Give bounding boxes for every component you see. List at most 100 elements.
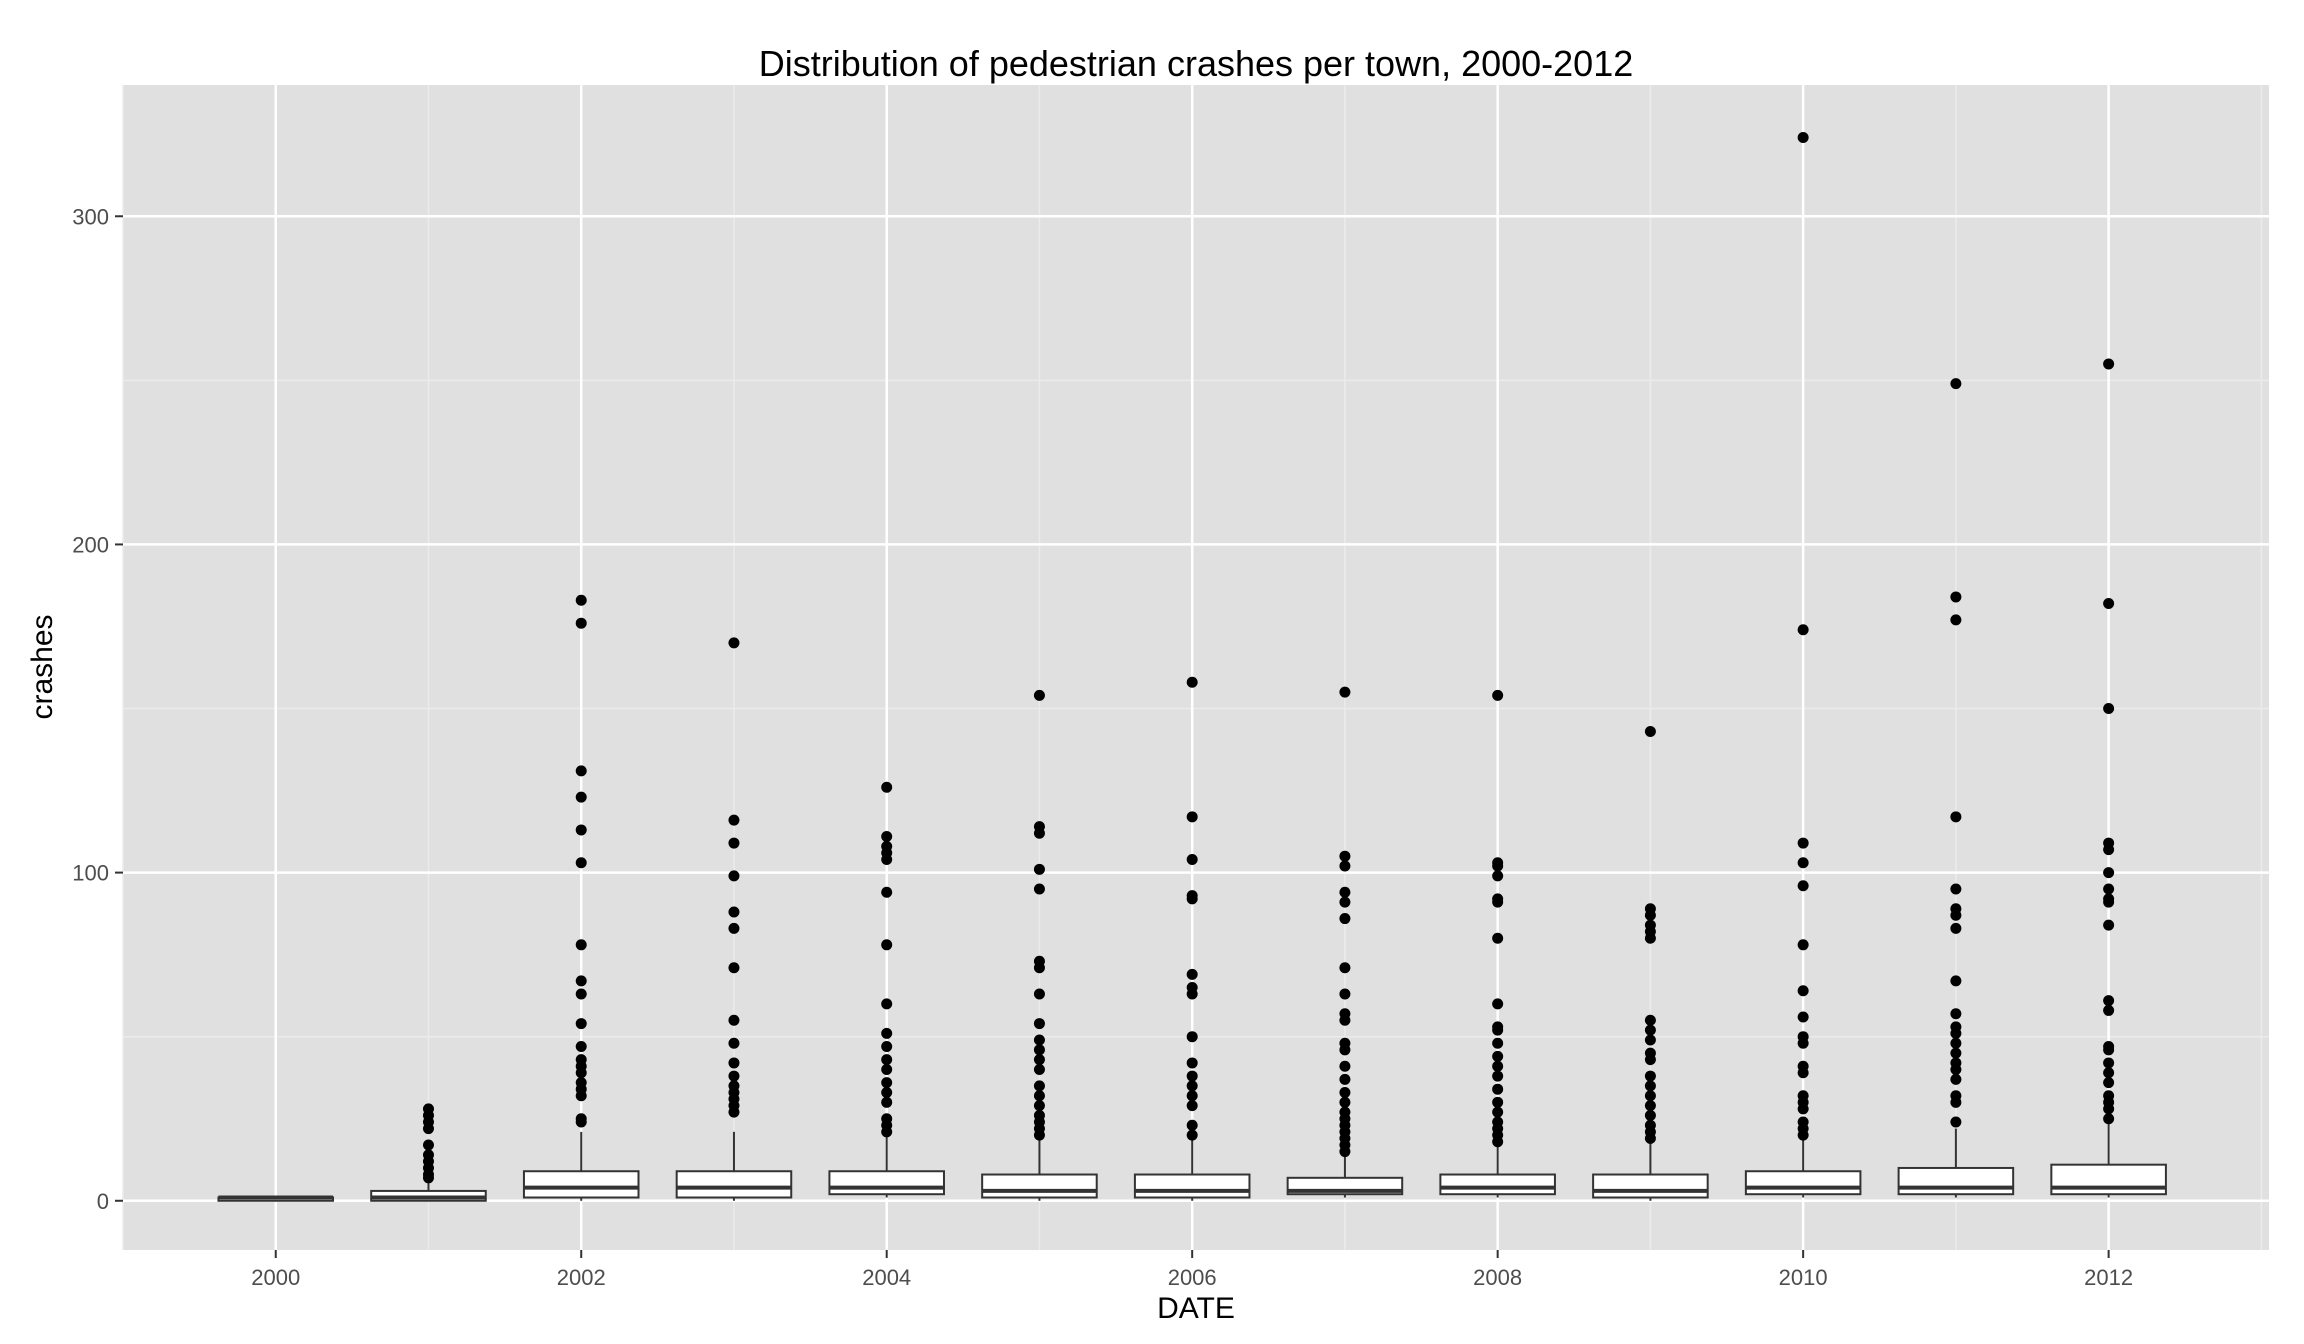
outlier-point <box>1644 1014 1656 1026</box>
outlier-point <box>1186 1129 1198 1141</box>
outlier-point <box>1339 1037 1351 1049</box>
x-axis-title: DATE <box>1157 1292 1235 1325</box>
outlier-point <box>1033 1090 1045 1102</box>
box-iqr <box>828 1170 945 1196</box>
outlier-point <box>575 594 587 606</box>
outlier-point <box>1339 962 1351 974</box>
outlier-point <box>881 998 893 1010</box>
outlier-point <box>1186 1070 1198 1082</box>
box-series <box>217 132 2167 1202</box>
outlier-point <box>1950 1008 1962 1020</box>
box-2012 <box>2050 358 2167 1198</box>
outlier-point <box>1797 857 1809 869</box>
x-tick-label: 2004 <box>862 1265 911 1290</box>
outlier-point <box>2103 893 2115 905</box>
outlier-point <box>881 1027 893 1039</box>
outlier-point <box>2103 598 2115 610</box>
x-axis-ticks: 2000 2002 2004 2006 2008 2010 2012 <box>251 1250 2133 1290</box>
outlier-point <box>1797 939 1809 951</box>
box-2010 <box>1744 132 1862 1198</box>
outlier-point <box>1644 1047 1656 1059</box>
outlier-point <box>1033 1034 1045 1046</box>
outlier-point <box>728 870 740 882</box>
outlier-point <box>728 962 740 974</box>
outlier-point <box>1797 1031 1809 1043</box>
outlier-point <box>1339 988 1351 1000</box>
outlier-point <box>1492 857 1504 869</box>
outlier-point <box>728 1037 740 1049</box>
outlier-point <box>728 922 740 934</box>
outlier-point <box>2103 995 2115 1007</box>
plot-panel <box>123 85 2269 1250</box>
y-axis-title: crashes <box>26 614 59 719</box>
outlier-point <box>1950 903 1962 915</box>
outlier-point <box>1644 1090 1656 1102</box>
outlier-point <box>1339 860 1351 872</box>
outlier-point <box>575 988 587 1000</box>
x-tick-label: 2012 <box>2084 1265 2133 1290</box>
outlier-point <box>1339 1096 1351 1108</box>
outlier-point <box>1644 919 1656 931</box>
outlier-point <box>1492 932 1504 944</box>
box-2002 <box>522 594 640 1201</box>
box-iqr <box>1439 1173 1556 1196</box>
outlier-point <box>1644 1080 1656 1092</box>
outlier-point <box>1033 1109 1045 1121</box>
outlier-point <box>2103 883 2115 895</box>
outlier-point <box>1492 1096 1504 1108</box>
box-iqr <box>1897 1166 2015 1196</box>
outlier-point <box>1950 1047 1962 1059</box>
box-2006 <box>1133 676 1251 1201</box>
outlier-point <box>881 1041 893 1053</box>
outlier-point <box>1644 725 1656 737</box>
outlier-point <box>1492 1037 1504 1049</box>
outlier-point <box>881 1086 893 1098</box>
outlier-point <box>1797 1090 1809 1102</box>
outlier-point <box>1797 837 1809 849</box>
outlier-point <box>1950 883 1962 895</box>
box-iqr <box>1592 1173 1709 1199</box>
outlier-point <box>1033 1018 1045 1030</box>
outlier-point <box>1492 1070 1504 1082</box>
outlier-point <box>422 1139 434 1151</box>
box-iqr <box>981 1173 1098 1199</box>
outlier-point <box>1033 1044 1045 1056</box>
outlier-point <box>881 1077 893 1089</box>
outlier-point <box>1339 850 1351 862</box>
outlier-point <box>1186 1057 1198 1069</box>
outlier-point <box>1492 1083 1504 1095</box>
outlier-point <box>2103 1067 2115 1079</box>
outlier-point <box>1339 1060 1351 1072</box>
box-iqr <box>522 1170 640 1199</box>
outlier-point <box>1186 968 1198 980</box>
outlier-point <box>1644 1070 1656 1082</box>
outlier-point <box>1186 676 1198 688</box>
outlier-point <box>1644 1109 1656 1121</box>
outlier-point <box>1492 893 1504 905</box>
box-2008 <box>1439 689 1556 1198</box>
outlier-point <box>1339 886 1351 898</box>
outlier-point <box>1950 614 1962 626</box>
outlier-point <box>2103 1004 2115 1016</box>
outlier-point <box>1186 1031 1198 1043</box>
outlier-point <box>575 791 587 803</box>
outlier-point <box>1950 975 1962 987</box>
box-iqr <box>1744 1170 1862 1196</box>
outlier-point <box>575 1077 587 1089</box>
outlier-point <box>881 781 893 793</box>
outlier-point <box>1950 1021 1962 1033</box>
outlier-point <box>1950 591 1962 603</box>
outlier-point <box>881 1096 893 1108</box>
outlier-point <box>1033 863 1045 875</box>
outlier-point <box>1644 1034 1656 1046</box>
outlier-point <box>422 1103 434 1115</box>
outlier-point <box>1186 1100 1198 1112</box>
outlier-point <box>1950 922 1962 934</box>
outlier-point <box>728 637 740 649</box>
outlier-point <box>1950 1037 1962 1049</box>
outlier-point <box>1033 988 1045 1000</box>
outlier-point <box>575 617 587 629</box>
x-tick-label: 2008 <box>1473 1265 1522 1290</box>
outlier-point <box>1644 1024 1656 1036</box>
